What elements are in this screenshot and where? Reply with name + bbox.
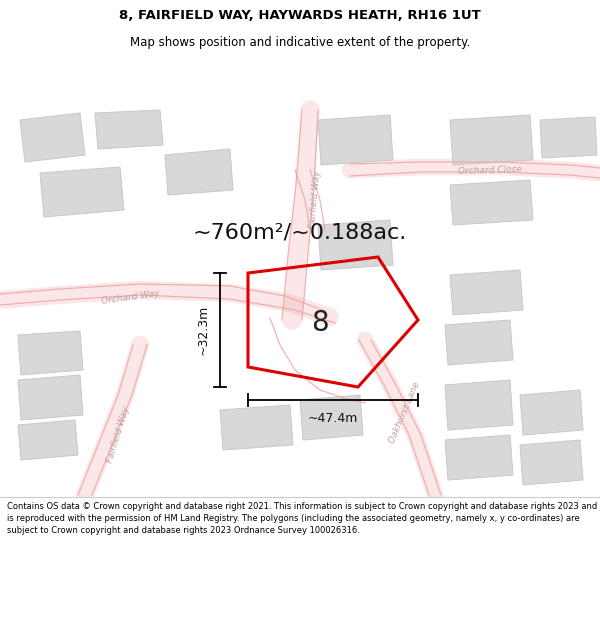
Text: Orchard Way: Orchard Way bbox=[100, 289, 160, 306]
Polygon shape bbox=[520, 440, 583, 485]
Polygon shape bbox=[445, 320, 513, 365]
Polygon shape bbox=[95, 110, 163, 149]
Polygon shape bbox=[18, 420, 78, 460]
Text: 8, FAIRFIELD WAY, HAYWARDS HEATH, RH16 1UT: 8, FAIRFIELD WAY, HAYWARDS HEATH, RH16 1… bbox=[119, 9, 481, 22]
Text: ~47.4m: ~47.4m bbox=[308, 412, 358, 425]
Polygon shape bbox=[445, 435, 513, 480]
Polygon shape bbox=[40, 167, 124, 217]
Polygon shape bbox=[450, 115, 533, 165]
Text: Contains OS data © Crown copyright and database right 2021. This information is : Contains OS data © Crown copyright and d… bbox=[7, 502, 598, 535]
Polygon shape bbox=[20, 113, 85, 162]
Polygon shape bbox=[450, 270, 523, 315]
Polygon shape bbox=[318, 220, 393, 270]
Polygon shape bbox=[520, 390, 583, 435]
Text: Orchard Close: Orchard Close bbox=[458, 164, 522, 176]
Polygon shape bbox=[318, 115, 393, 165]
Text: Oakhurst Lane: Oakhurst Lane bbox=[388, 381, 422, 445]
Polygon shape bbox=[450, 180, 533, 225]
Text: ~32.3m: ~32.3m bbox=[197, 305, 210, 355]
Polygon shape bbox=[445, 380, 513, 430]
Text: Fairfield Way: Fairfield Way bbox=[308, 171, 322, 229]
Text: 8: 8 bbox=[311, 309, 329, 337]
Polygon shape bbox=[18, 375, 83, 420]
Polygon shape bbox=[300, 395, 363, 440]
Polygon shape bbox=[18, 331, 83, 375]
Polygon shape bbox=[165, 149, 233, 195]
Polygon shape bbox=[220, 405, 293, 450]
Polygon shape bbox=[540, 117, 597, 158]
Text: ~760m²/~0.188ac.: ~760m²/~0.188ac. bbox=[193, 223, 407, 243]
Text: Fairfield Way: Fairfield Way bbox=[105, 406, 131, 464]
Text: Map shows position and indicative extent of the property.: Map shows position and indicative extent… bbox=[130, 36, 470, 49]
